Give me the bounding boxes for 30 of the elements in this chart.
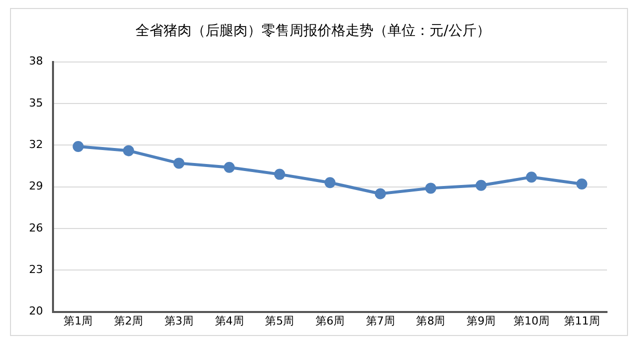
y-tick-label: 38 [28,54,43,68]
x-tick-label: 第3周 [164,314,194,328]
point [576,178,588,190]
point [123,145,134,156]
x-tick-label: 第1周 [64,314,93,328]
point [425,182,436,194]
y-tick-label: 20 [28,304,43,318]
point [173,158,184,169]
y-tick-label: 23 [28,262,43,276]
point [72,141,84,152]
y-tick-label: 26 [28,221,43,234]
x-tick-label: 第8周 [416,314,446,328]
x-tick-label: 第7周 [366,314,395,328]
x-tick-label: 第2周 [114,314,144,328]
y-tick-label: 35 [28,96,43,110]
point [224,162,235,173]
chart-title: 全省猪肉（后腿肉）零售周报价格走势（单位：元/公斤） [136,23,490,40]
point [374,188,386,200]
point [526,172,537,183]
x-tick-label: 第10周 [513,314,550,328]
x-tick-label: 第9周 [466,314,496,328]
y-tick-label: 32 [28,138,43,151]
x-tick-label: 第4周 [214,314,244,328]
point [476,180,487,191]
x-tick-label: 第5周 [265,314,294,328]
y-tick-label: 29 [28,180,43,193]
point [274,168,286,180]
point [324,177,336,188]
x-tick-label: 第11周 [564,314,600,328]
x-tick-label: 第6周 [316,314,344,328]
